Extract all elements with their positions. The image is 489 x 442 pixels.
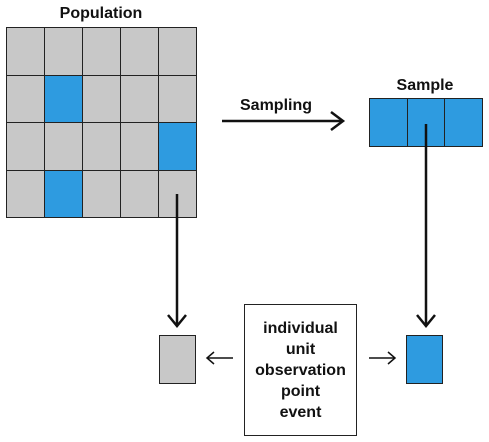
population-cell xyxy=(45,28,82,75)
sample-cell xyxy=(370,99,407,146)
population-cell xyxy=(83,123,120,170)
population-cell xyxy=(121,28,158,75)
population-cell xyxy=(159,75,196,122)
right-pointer-arrow xyxy=(369,351,397,365)
unit-line: event xyxy=(279,403,322,421)
population-cell xyxy=(45,123,82,170)
unit-line: observation xyxy=(255,361,346,379)
population-cell xyxy=(7,28,44,75)
unit-line: individual xyxy=(263,319,338,337)
left-pointer-arrow xyxy=(205,351,233,365)
population-title: Population xyxy=(59,5,143,22)
sample-title: Sample xyxy=(396,77,454,94)
population-cell xyxy=(45,170,82,217)
population-cell xyxy=(121,123,158,170)
population-cell xyxy=(83,28,120,75)
sample-cell xyxy=(445,99,482,146)
population-cell xyxy=(159,123,196,170)
population-cell xyxy=(45,75,82,122)
unit-description-box: individual unit observation point event xyxy=(244,304,357,436)
unit-line: unit xyxy=(285,340,316,358)
unit-line: point xyxy=(280,382,321,400)
population-unit xyxy=(159,335,196,384)
population-cell xyxy=(83,170,120,217)
population-down-arrow xyxy=(167,194,187,328)
population-cell xyxy=(7,170,44,217)
sample-unit xyxy=(406,335,443,384)
population-cell xyxy=(83,75,120,122)
population-cell xyxy=(121,75,158,122)
sampling-label: Sampling xyxy=(240,97,313,114)
sample-down-arrow xyxy=(416,124,436,328)
sampling-arrow xyxy=(222,111,346,131)
population-grid xyxy=(6,27,197,218)
population-cell xyxy=(121,170,158,217)
population-cell xyxy=(159,28,196,75)
population-cell xyxy=(7,75,44,122)
population-cell xyxy=(7,123,44,170)
